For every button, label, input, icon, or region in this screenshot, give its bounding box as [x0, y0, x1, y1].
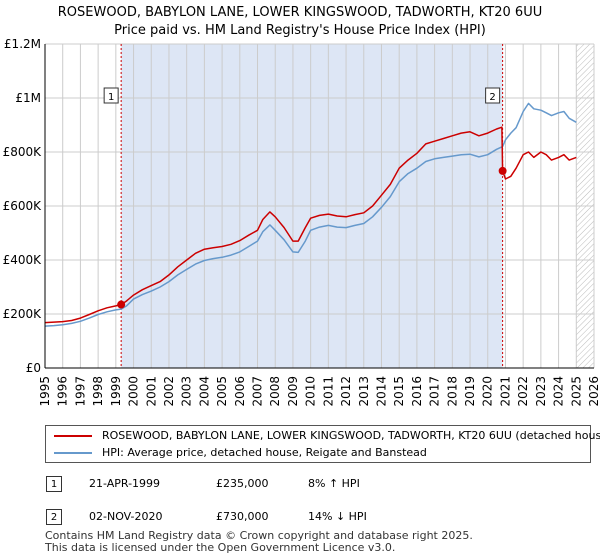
chart-title-line2: Price paid vs. HM Land Registry's House … [114, 23, 486, 38]
y-tick-label: £1M [15, 91, 41, 105]
legend-label-hpi: HPI: Average price, detached house, Reig… [102, 446, 427, 459]
x-tick-label: 1995 [38, 376, 52, 407]
y-tick-label: £1.2M [4, 37, 41, 51]
x-tick-label: 2014 [374, 376, 388, 407]
sale-marker-box [103, 87, 119, 104]
x-tick-label: 2002 [162, 376, 176, 407]
transaction-price: £235,000 [216, 477, 269, 490]
x-tick-label: 1997 [73, 376, 87, 407]
x-tick-label: 2025 [569, 376, 583, 407]
x-tick-label: 2001 [144, 376, 158, 407]
chart-legend: ROSEWOOD, BABYLON LANE, LOWER KINGSWOOD,… [45, 425, 600, 463]
transaction-number-badge: 2 [46, 509, 62, 525]
sale-point [498, 166, 507, 175]
transaction-date: 21-APR-1999 [89, 477, 161, 490]
y-tick-label: £600K [3, 199, 43, 213]
sale-point [117, 300, 126, 309]
x-tick-label: 1999 [109, 376, 123, 407]
footer-licence: This data is licensed under the Open Gov… [45, 541, 396, 554]
transaction-price: £730,000 [216, 510, 269, 523]
chart-title: ROSEWOOD, BABYLON LANE, LOWER KINGSWOOD,… [0, 4, 600, 40]
transaction-row: 2 02-NOV-2020 £730,000 14% ↓ HPI [40, 507, 596, 527]
x-tick-label: 2019 [463, 376, 477, 407]
x-tick-label: 2008 [268, 376, 282, 407]
x-tick-label: 2007 [251, 376, 265, 407]
sale-marker-number: 2 [489, 92, 495, 103]
transaction-number-badge: 1 [46, 476, 62, 492]
x-tick-label: 2003 [180, 376, 194, 407]
x-tick-label: 2015 [392, 376, 406, 407]
transaction-date: 02-NOV-2020 [89, 510, 163, 523]
x-tick-label: 2005 [215, 376, 229, 407]
hpi-line [44, 102, 577, 327]
y-tick-label: £800K [3, 145, 43, 159]
x-tick-label: 2013 [357, 376, 371, 407]
transaction-row: 1 21-APR-1999 £235,000 8% ↑ HPI [40, 474, 596, 494]
x-tick-label: 2010 [304, 376, 318, 407]
x-tick-label: 2021 [498, 376, 512, 407]
transaction-hpi-diff: 8% ↑ HPI [308, 477, 360, 490]
x-tick-label: 2004 [197, 376, 211, 407]
transaction-hpi-diff: 14% ↓ HPI [308, 510, 367, 523]
x-tick-label: 2023 [534, 376, 548, 407]
x-tick-label: 2000 [127, 376, 141, 407]
property-price-line [44, 126, 577, 324]
legend-swatch-property [54, 435, 92, 437]
legend-swatch-hpi [54, 452, 92, 454]
footer: Contains HM Land Registry data © Crown c… [45, 530, 473, 554]
sale-marker-box [485, 87, 501, 104]
y-tick-label: £200K [3, 307, 43, 321]
sale-marker-number: 1 [108, 92, 114, 103]
transactions-table: 1 21-APR-1999 £235,000 8% ↑ HPI 2 02-NOV… [40, 474, 596, 534]
x-tick-label: 1996 [56, 376, 70, 407]
footer-copyright: Contains HM Land Registry data © Crown c… [45, 529, 473, 542]
x-tick-label: 2017 [428, 376, 442, 407]
y-tick-label: £0 [26, 361, 41, 375]
x-tick-label: 2009 [286, 376, 300, 407]
chart-title-line1: ROSEWOOD, BABYLON LANE, LOWER KINGSWOOD,… [57, 5, 543, 20]
x-tick-label: 2018 [445, 376, 459, 407]
x-tick-label: 1998 [91, 376, 105, 407]
x-tick-label: 2026 [587, 376, 600, 407]
x-tick-label: 2011 [321, 376, 335, 407]
x-tick-label: 2016 [410, 376, 424, 407]
legend-label-property: ROSEWOOD, BABYLON LANE, LOWER KINGSWOOD,… [102, 429, 600, 442]
x-tick-label: 2022 [516, 376, 530, 407]
x-tick-label: 2006 [233, 376, 247, 407]
x-tick-label: 2020 [481, 376, 495, 407]
x-tick-label: 2012 [339, 376, 353, 407]
y-tick-label: £400K [3, 253, 43, 267]
x-tick-label: 2024 [552, 376, 566, 407]
